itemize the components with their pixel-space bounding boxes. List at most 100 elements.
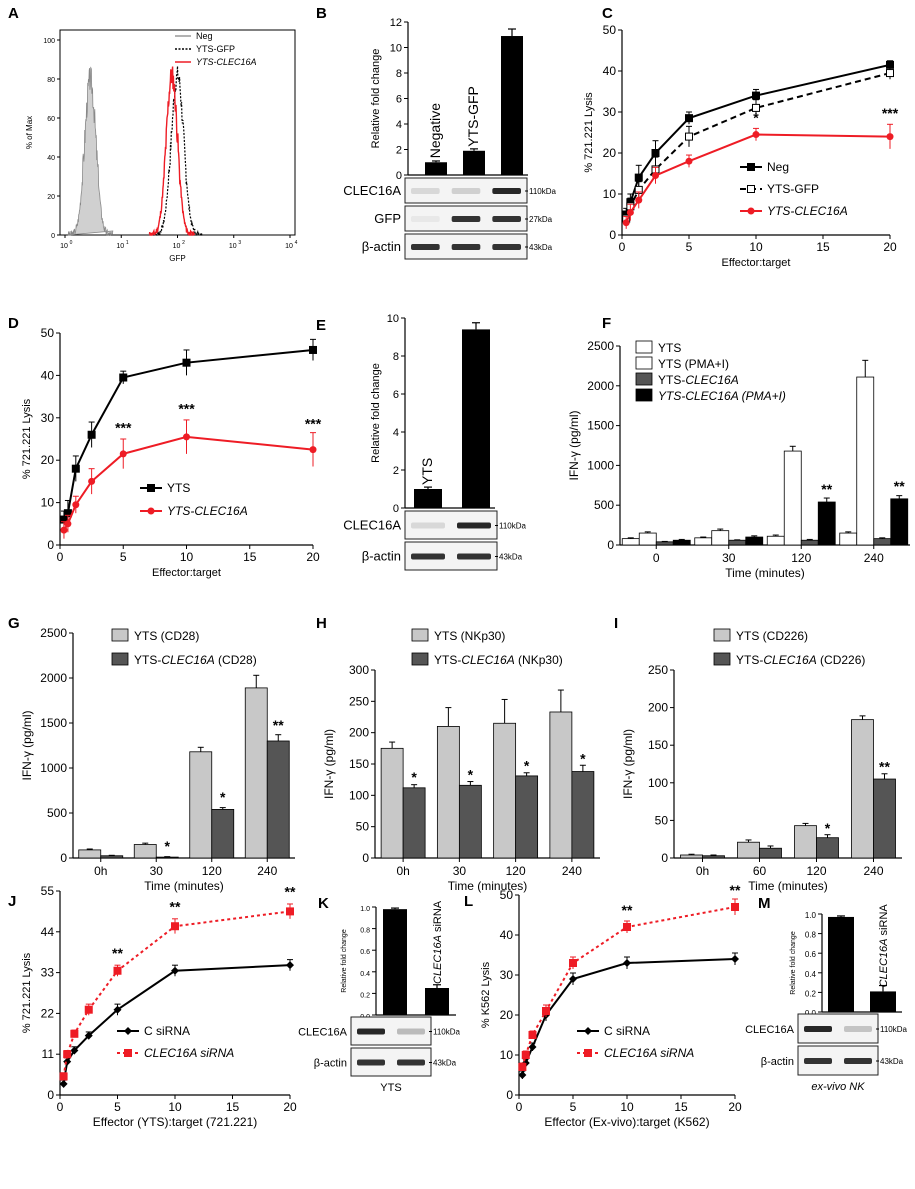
panel-K-category-label: C siRNA	[390, 913, 402, 956]
panel-F-bar	[711, 530, 730, 546]
panel-C-data-point	[634, 173, 643, 182]
panel-I-x-axis-label: Time (minutes)	[748, 879, 828, 893]
panel-D-legend-label: YTS-CLEC16A	[167, 504, 248, 518]
panel-G-x-tick-label: 240	[257, 864, 277, 878]
panel-C-legend-label: YTS-CLEC16A	[767, 204, 848, 218]
panel-J-data-point	[84, 1005, 93, 1014]
panel-B-blot-size-label: 27kDa	[529, 215, 553, 224]
panel-L-y-axis-label: % K562 Lysis	[480, 961, 492, 1028]
panel-A-x-tick-exponent: 2	[182, 240, 185, 246]
panel-F-y-tick-label: 2000	[587, 379, 614, 393]
panel-J-x-axis-label: Effector (YTS):target (721.221)	[93, 1115, 258, 1129]
panel-C-y-tick-label: 50	[603, 23, 617, 37]
panel-H-x-axis-label: Time (minutes)	[448, 879, 528, 893]
panel-C-data-point	[685, 157, 693, 165]
panel-L-y-tick-label: 10	[500, 1048, 514, 1062]
panel-F-legend-label: YTS-CLEC16A	[658, 373, 739, 387]
panel-E-blot-band	[457, 522, 491, 529]
panel-A-x-tick-label: 10	[285, 243, 293, 250]
panel-G-x-tick-label: 120	[202, 864, 222, 878]
panel-L-data-point	[731, 903, 739, 911]
panel-G-x-tick-label: 0h	[94, 864, 107, 878]
panel-J-significance: **	[170, 898, 181, 914]
panel-D-x-tick-label: 20	[306, 550, 320, 564]
panel-C-data-point	[685, 132, 693, 141]
panel-J-data-point	[70, 1029, 79, 1038]
panel-B-blot-row-label: GFP	[374, 211, 401, 226]
panel-D-data-point	[64, 520, 72, 528]
panel-L-significance: **	[622, 902, 633, 918]
panel-A-x-tick-exponent: 1	[126, 240, 129, 246]
panel-H-significance: *	[411, 769, 417, 785]
panel-C-x-tick-label: 10	[749, 240, 763, 254]
panel-L-x-tick-label: 20	[728, 1100, 742, 1114]
panel-G-bar	[133, 844, 157, 859]
panel-K-blot-row-label: CLEC16A	[298, 1027, 348, 1039]
panel-A-peak-yts-gfp	[152, 66, 203, 236]
panel-A-x-tick-exponent: 0	[70, 240, 73, 246]
panel-I-bar	[702, 855, 725, 859]
panel-L-data-point	[521, 1051, 530, 1059]
panel-A-legend-label: YTS-GFP	[196, 44, 235, 54]
panel-I-y-tick-label: 100	[648, 776, 668, 790]
panel-K-blot-band	[397, 1059, 425, 1066]
panel-E-y-tick-label: 2	[393, 465, 399, 477]
panel-H-y-tick-label: 200	[349, 726, 369, 740]
panel-E-category-label: YTS-CLEC16A	[467, 333, 483, 427]
panel-A-peak-neg	[67, 66, 114, 236]
panel-A-x-tick-label: 10	[173, 243, 181, 250]
panel-I-bar	[759, 847, 782, 859]
panel-F-legend-label: YTS	[658, 341, 681, 355]
panel-F-y-tick-label: 1500	[587, 419, 614, 433]
panel-M-blot-row-label: CLEC16A	[745, 1024, 795, 1036]
panel-D-data-point	[119, 450, 127, 458]
panel-H-y-tick-label: 100	[349, 788, 369, 802]
panel-L-x-tick-label: 10	[620, 1100, 634, 1114]
panel-B-blot-row-label: CLEC16A	[343, 183, 401, 198]
panel-J-y-tick-label: 55	[41, 884, 55, 898]
panel-J-x-tick-label: 20	[283, 1100, 297, 1114]
panel-B-blot-size-label: 43kDa	[529, 243, 553, 252]
panel-I-bar	[794, 825, 817, 859]
panel-K-y-tick-label: 0.8	[360, 928, 370, 935]
panel-B-bar	[501, 36, 523, 176]
panel-F-bar	[694, 537, 713, 546]
panel-D-data-point	[309, 345, 317, 354]
panel-D-data-point	[88, 477, 96, 485]
panel-L-legend-label: C siRNA	[604, 1024, 650, 1038]
panel-F-bar	[655, 541, 674, 546]
panel-H-x-tick-label: 30	[453, 864, 467, 878]
panel-J-data-point	[286, 961, 294, 970]
panel-J-label: J	[8, 893, 16, 910]
panel-C-data-point	[685, 114, 693, 123]
panel-I-y-tick-label: 50	[655, 813, 669, 827]
panel-B-y-tick-label: 12	[390, 17, 402, 29]
panel-L-y-tick-label: 20	[500, 1008, 514, 1022]
panel-A-y-tick-label: 40	[47, 155, 55, 162]
panel-L-legend-label: CLEC16A siRNA	[604, 1046, 694, 1060]
panel-H-label: H	[316, 615, 327, 632]
panel-D-y-tick-label: 40	[41, 368, 55, 382]
panel-B-category-label: YTS-GFP	[465, 86, 481, 147]
panel-F-bar	[672, 539, 691, 546]
panel-B-blot-row-label: β-actin	[362, 239, 401, 254]
panel-C-legend-marker	[747, 185, 755, 193]
panel-K-category-label: CLEC16A siRNA	[432, 900, 444, 984]
panel-B-y-tick-label: 6	[396, 94, 402, 106]
panel-J-data-point	[59, 1072, 68, 1081]
panel-C-x-tick-label: 20	[883, 240, 897, 254]
panel-H-bar	[402, 787, 426, 859]
panel-D-label: D	[8, 315, 19, 332]
panel-L-x-axis-label: Effector (Ex-vivo):target (K562)	[544, 1115, 709, 1129]
panel-B-blot-band	[451, 216, 481, 222]
panel-M-blot-size-label: 110kDa	[880, 1025, 908, 1034]
panel-D-data-point	[183, 433, 190, 441]
panel-A-x-axis-label: GFP	[169, 254, 185, 263]
panel-K-bar	[383, 909, 407, 1015]
panel-F-y-tick-label: 1000	[587, 458, 614, 472]
panel-G-bar	[244, 687, 268, 859]
panel-I-bar	[680, 854, 703, 859]
panel-B-blot-band	[492, 216, 521, 222]
panel-L-y-tick-label: 40	[500, 928, 514, 942]
panel-J-legend-label: C siRNA	[144, 1024, 190, 1038]
